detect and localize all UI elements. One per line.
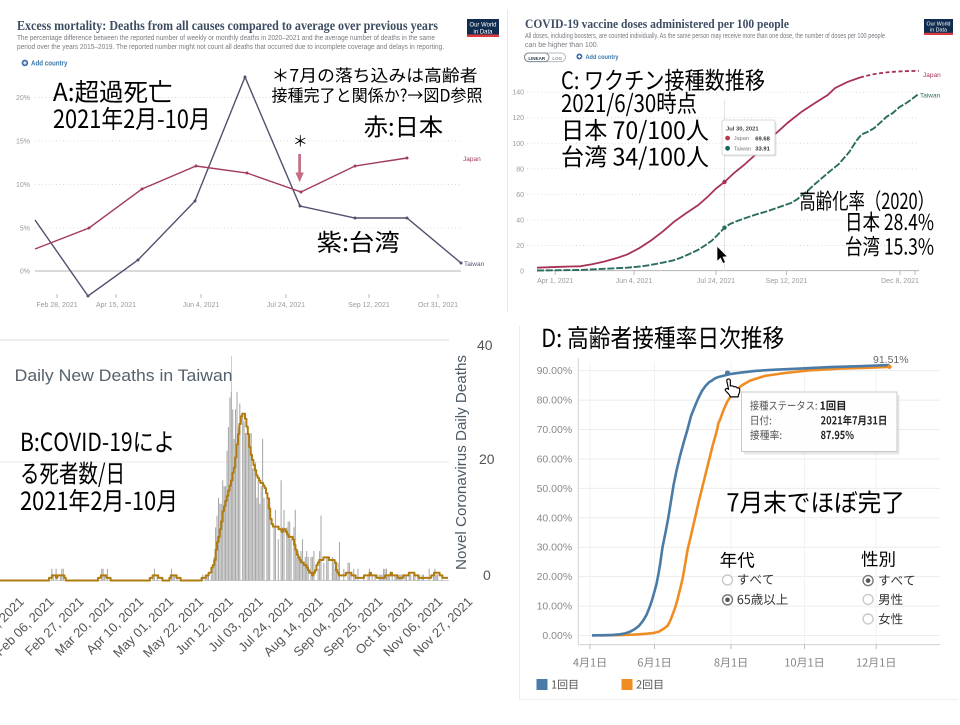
svg-text:0.00%: 0.00% <box>542 630 572 642</box>
svg-text:10%: 10% <box>16 182 30 189</box>
svg-text:40: 40 <box>477 337 493 353</box>
svg-text:120: 120 <box>512 115 524 122</box>
svg-text:0%: 0% <box>20 269 30 276</box>
svg-text:60: 60 <box>516 192 524 199</box>
svg-text:Taiwan: Taiwan <box>464 261 485 268</box>
svg-text:20: 20 <box>516 243 524 250</box>
svg-text:Daily New Deaths in Taiwan: Daily New Deaths in Taiwan <box>15 367 233 385</box>
svg-text:Oct 31, 2021: Oct 31, 2021 <box>418 302 458 309</box>
svg-text:30.00%: 30.00% <box>537 542 573 554</box>
svg-text:Taiwan: Taiwan <box>734 147 751 153</box>
svg-text:Apr 1, 2021: Apr 1, 2021 <box>537 278 573 285</box>
svg-text:20%: 20% <box>16 95 30 102</box>
svg-text:Feb 28, 2021: Feb 28, 2021 <box>36 302 77 309</box>
svg-text:Japan: Japan <box>923 72 941 79</box>
svg-text:Sep 12, 2021: Sep 12, 2021 <box>766 278 808 285</box>
svg-text:10.00%: 10.00% <box>537 601 573 613</box>
svg-text:90.00%: 90.00% <box>537 365 573 377</box>
svg-text:70.00%: 70.00% <box>537 424 573 436</box>
svg-text:Excess mortality: Deaths from: Excess mortality: Deaths from all causes… <box>17 18 438 33</box>
svg-text:Add country: Add country <box>31 60 68 67</box>
svg-text:Sep 12, 2021: Sep 12, 2021 <box>348 302 390 309</box>
svg-text:Our World: Our World <box>470 23 497 29</box>
svg-text:20: 20 <box>479 451 495 467</box>
svg-text:Jun 4, 2021: Jun 4, 2021 <box>616 278 653 285</box>
svg-text:50.00%: 50.00% <box>537 483 573 495</box>
svg-text:Jun 4, 2021: Jun 4, 2021 <box>183 302 220 309</box>
svg-text:COVID-19 vaccine doses adminis: COVID-19 vaccine doses administered per … <box>525 17 789 31</box>
svg-text:LINEAR: LINEAR <box>528 56 546 61</box>
svg-text:Dec 8, 2021: Dec 8, 2021 <box>881 278 919 285</box>
svg-text:40.00%: 40.00% <box>537 512 573 524</box>
svg-text:33.91: 33.91 <box>755 147 770 153</box>
svg-text:0: 0 <box>483 567 491 583</box>
svg-text:0: 0 <box>520 269 524 276</box>
svg-text:69.68: 69.68 <box>755 136 770 142</box>
svg-text:in Data: in Data <box>930 28 948 34</box>
svg-text:period over the years 2015–201: period over the years 2015–2019. The rep… <box>17 44 444 51</box>
svg-text:The percentage difference betw: The percentage difference between the re… <box>17 35 435 42</box>
svg-text:LOG: LOG <box>552 56 562 61</box>
svg-text:20.00%: 20.00% <box>537 571 573 583</box>
svg-text:80: 80 <box>516 166 524 173</box>
svg-text:100: 100 <box>512 141 524 148</box>
svg-text:Taiwan: Taiwan <box>920 93 941 100</box>
svg-text:Our World: Our World <box>927 22 951 28</box>
svg-text:15%: 15% <box>16 139 30 146</box>
svg-text:can be higher than 100.: can be higher than 100. <box>525 42 599 49</box>
svg-text:Add country: Add country <box>586 54 619 61</box>
svg-text:91.51%: 91.51% <box>873 354 909 366</box>
svg-text:Japan: Japan <box>734 136 749 142</box>
svg-text:Novel Coronavirus Daily Deaths: Novel Coronavirus Daily Deaths <box>454 355 470 570</box>
svg-text:60.00%: 60.00% <box>537 453 573 465</box>
svg-text:in Data: in Data <box>474 30 494 36</box>
svg-text:5%: 5% <box>20 226 30 233</box>
svg-text:40: 40 <box>516 217 524 224</box>
svg-text:Jul 24, 2021: Jul 24, 2021 <box>267 302 305 309</box>
svg-text:Jul 24, 2021: Jul 24, 2021 <box>697 278 735 285</box>
svg-text:Apr 15, 2021: Apr 15, 2021 <box>96 302 136 309</box>
svg-text:140: 140 <box>512 90 524 97</box>
svg-text:80.00%: 80.00% <box>537 395 573 407</box>
svg-text:Jul 30, 2021: Jul 30, 2021 <box>726 126 759 132</box>
svg-text:Japan: Japan <box>463 156 481 163</box>
svg-text:All doses, including boosters,: All doses, including boosters, are count… <box>525 33 885 40</box>
